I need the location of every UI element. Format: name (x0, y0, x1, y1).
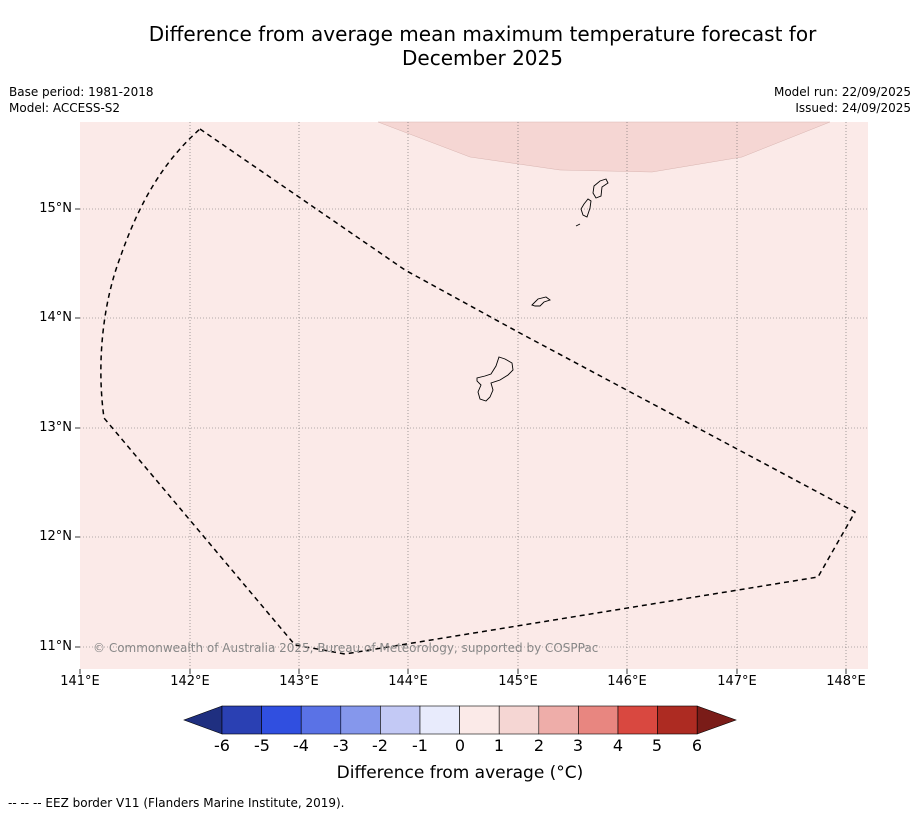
colorbar-tick: 5 (651, 736, 663, 755)
issued-date: Issued: 24/09/2025 (795, 101, 911, 115)
lon-label-144: 144°E (388, 674, 428, 689)
eez-border (100, 128, 857, 655)
island-saipan (592, 178, 609, 199)
island-rota (531, 296, 551, 307)
colorbar-tick: -2 (372, 736, 388, 755)
tick-marks (75, 208, 847, 674)
colorbar-tick: 2 (533, 736, 545, 755)
colorbar-tick: 3 (572, 736, 584, 755)
warm-anomaly-zone (377, 121, 831, 173)
title-line-1: Difference from average mean maximum tem… (148, 22, 817, 46)
colorbar-bin (380, 705, 421, 735)
meta-right: Model run: 22/09/2025 Issued: 24/09/2025 (774, 84, 911, 116)
colorbar-tick: 4 (612, 736, 624, 755)
lon-label-147: 147°E (717, 674, 757, 689)
colorbar-bin (419, 705, 460, 735)
colorbar-bin (261, 705, 302, 735)
colorbar-bin (617, 705, 658, 735)
footnote: -- -- -- EEZ border V11 (Flanders Marine… (8, 796, 345, 810)
colorbar-tick: 1 (493, 736, 505, 755)
colorbar-bin (221, 705, 262, 735)
meta-left: Base period: 1981-2018 Model: ACCESS-S2 (9, 84, 154, 116)
model-name: Model: ACCESS-S2 (9, 101, 121, 115)
colorbar-tick: -4 (293, 736, 309, 755)
island-tinian (580, 198, 592, 218)
colorbar-bin (300, 705, 342, 735)
lon-label-143: 143°E (279, 674, 319, 689)
colorbar-tick: -3 (333, 736, 349, 755)
lon-label-148: 148°E (826, 674, 866, 689)
lat-label-15: 15°N (39, 201, 72, 216)
copyright-notice: © Commonwealth of Australia 2025, Bureau… (93, 641, 599, 655)
colorbar-bin (538, 705, 579, 735)
colorbar-extend-low (183, 705, 223, 735)
colorbar-extend-high (696, 705, 737, 735)
lon-label-142: 142°E (170, 674, 210, 689)
colorbar-bin (657, 705, 698, 735)
colorbar-tick: -1 (412, 736, 428, 755)
colorbar-tick: 0 (454, 736, 466, 755)
lon-label-146: 146°E (607, 674, 647, 689)
islands (476, 178, 609, 402)
colorbar-bin (459, 705, 500, 735)
colorbar-bin (340, 705, 381, 735)
colorbar-tick: 6 (691, 736, 703, 755)
lon-label-145: 145°E (498, 674, 538, 689)
lat-label-13: 13°N (39, 420, 72, 435)
colorbar-bin (578, 705, 619, 735)
lat-label-12: 12°N (39, 529, 72, 544)
lat-label-11: 11°N (39, 639, 72, 654)
base-period: Base period: 1981-2018 (9, 85, 154, 99)
colorbar-tick: -6 (214, 736, 230, 755)
map-background (80, 122, 868, 669)
title-line-2: December 2025 (402, 46, 563, 70)
chart-title: Difference from average mean maximum tem… (0, 22, 919, 70)
colorbar-label: Difference from average (°C) (336, 763, 584, 783)
colorbar-tick: -5 (254, 736, 270, 755)
colorbar-bin (498, 705, 540, 735)
gridlines (80, 122, 868, 669)
island-aguijan (575, 223, 581, 227)
colorbar (183, 705, 737, 735)
lat-label-14: 14°N (39, 310, 72, 325)
lon-label-141: 141°E (60, 674, 100, 689)
island-guam (476, 356, 514, 402)
model-run: Model run: 22/09/2025 (773, 85, 911, 99)
